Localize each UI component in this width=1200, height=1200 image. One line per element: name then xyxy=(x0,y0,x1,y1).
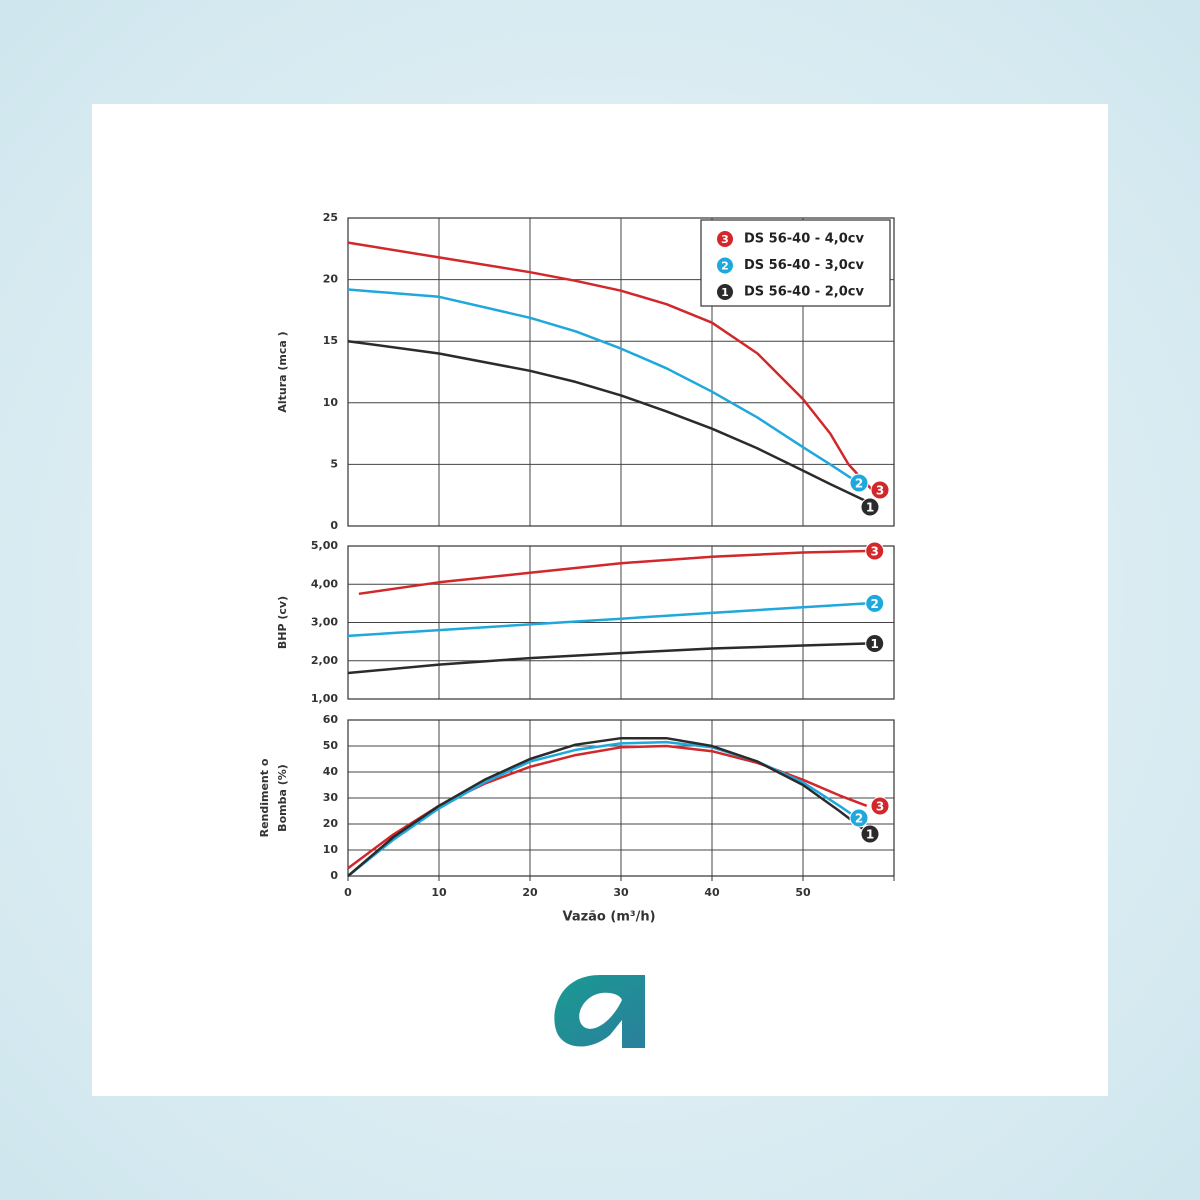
x-tick-label: 10 xyxy=(431,886,447,899)
legend-badge-label: 3 xyxy=(721,233,729,246)
y-axis-label: Altura (mca ) xyxy=(276,331,289,412)
series-line xyxy=(347,339,868,503)
y-axis-label: Bomba (%) xyxy=(276,764,289,832)
series-line xyxy=(347,602,867,638)
legend-label: DS 56-40 - 4,0cv xyxy=(744,232,864,247)
legend-badge-label: 2 xyxy=(721,260,729,273)
end-badge xyxy=(849,473,869,493)
legend-badge xyxy=(717,284,733,300)
end-badge xyxy=(870,796,890,816)
legend-badge xyxy=(717,231,733,247)
x-tick-label: 50 xyxy=(795,886,811,899)
y-tick-label: 60 xyxy=(323,713,339,726)
y-tick-label: 3,00 xyxy=(311,616,338,629)
series-line xyxy=(347,288,863,487)
end-badge-label: 1 xyxy=(866,501,874,515)
x-tick-label: 30 xyxy=(613,886,629,899)
end-badge xyxy=(870,480,890,500)
series-line xyxy=(347,736,868,877)
logo-mark xyxy=(554,975,645,1048)
y-axis-label: Rendiment o xyxy=(258,758,271,837)
y-tick-label: 2,00 xyxy=(311,654,338,667)
y-tick-label: 10 xyxy=(323,396,339,409)
end-badge-label: 2 xyxy=(855,812,863,826)
x-tick-label: 0 xyxy=(344,886,352,899)
series-line xyxy=(347,740,863,877)
series-line xyxy=(347,241,873,490)
end-badge-label: 2 xyxy=(855,477,863,491)
x-axis-label: Vazão (m³/h) xyxy=(562,910,655,925)
y-tick-label: 30 xyxy=(323,791,339,804)
y-tick-label: 20 xyxy=(323,273,339,286)
plot-frame xyxy=(347,545,895,700)
y-tick-label: 5 xyxy=(330,457,338,470)
x-tick-label: 20 xyxy=(522,886,538,899)
y-tick-label: 25 xyxy=(323,211,338,224)
y-tick-label: 0 xyxy=(330,869,338,882)
legend-label: DS 56-40 - 3,0cv xyxy=(744,258,864,273)
plot-frame xyxy=(347,217,895,527)
y-tick-label: 5,00 xyxy=(311,539,338,552)
series-line xyxy=(358,549,867,596)
end-badge xyxy=(849,808,869,828)
y-tick-label: 4,00 xyxy=(311,577,338,590)
end-badge-label: 2 xyxy=(871,597,879,611)
y-tick-label: 0 xyxy=(330,519,338,532)
legend-badge-label: 1 xyxy=(721,286,729,299)
y-tick-label: 10 xyxy=(323,843,339,856)
y-tick-label: 20 xyxy=(323,817,339,830)
end-badge-label: 1 xyxy=(866,828,874,842)
panel xyxy=(92,104,1108,1096)
end-badge xyxy=(865,593,885,613)
y-tick-label: 1,00 xyxy=(311,692,338,705)
y-tick-label: 40 xyxy=(323,765,339,778)
y-tick-label: 50 xyxy=(323,739,339,752)
y-tick-label: 15 xyxy=(323,334,338,347)
series-line xyxy=(347,642,867,675)
end-badge xyxy=(865,541,885,561)
end-badge xyxy=(860,497,880,517)
end-badge xyxy=(860,824,880,844)
x-tick-label: 40 xyxy=(704,886,720,899)
logo xyxy=(554,975,645,1048)
legend-label: DS 56-40 - 2,0cv xyxy=(744,285,864,300)
end-badge-label: 3 xyxy=(876,800,884,814)
y-axis-label: BHP (cv) xyxy=(276,596,289,649)
end-badge-label: 3 xyxy=(876,484,884,498)
end-badge-label: 1 xyxy=(871,637,879,651)
end-badge-label: 3 xyxy=(871,544,879,558)
end-badge xyxy=(865,634,885,654)
legend-badge xyxy=(717,257,733,274)
